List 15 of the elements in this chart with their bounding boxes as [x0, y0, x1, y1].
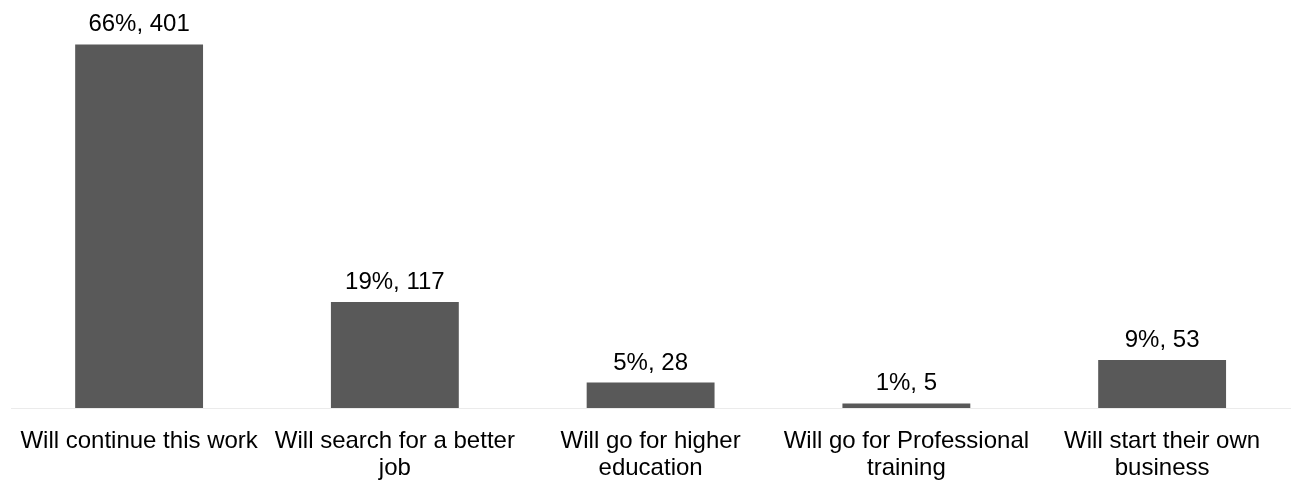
x-tick-label: Will go for Professional training — [783, 426, 1030, 480]
x-tick-label: Will continue this work — [20, 426, 259, 454]
bar — [842, 403, 971, 408]
data-label: 5%, 28 — [613, 347, 688, 375]
data-label: 1%, 5 — [875, 368, 938, 396]
x-tick-label: Will search for a better job — [274, 426, 515, 480]
bar — [330, 301, 459, 408]
bar — [586, 382, 715, 408]
x-tick-label: Will go for higher education — [560, 426, 741, 480]
x-tick-label: Will start their own business — [1064, 426, 1261, 480]
data-label: 66%, 401 — [88, 9, 190, 37]
data-label: 19%, 117 — [345, 266, 445, 294]
bar — [75, 44, 204, 408]
bar — [1098, 359, 1227, 408]
data-label: 9%, 53 — [1124, 324, 1200, 352]
